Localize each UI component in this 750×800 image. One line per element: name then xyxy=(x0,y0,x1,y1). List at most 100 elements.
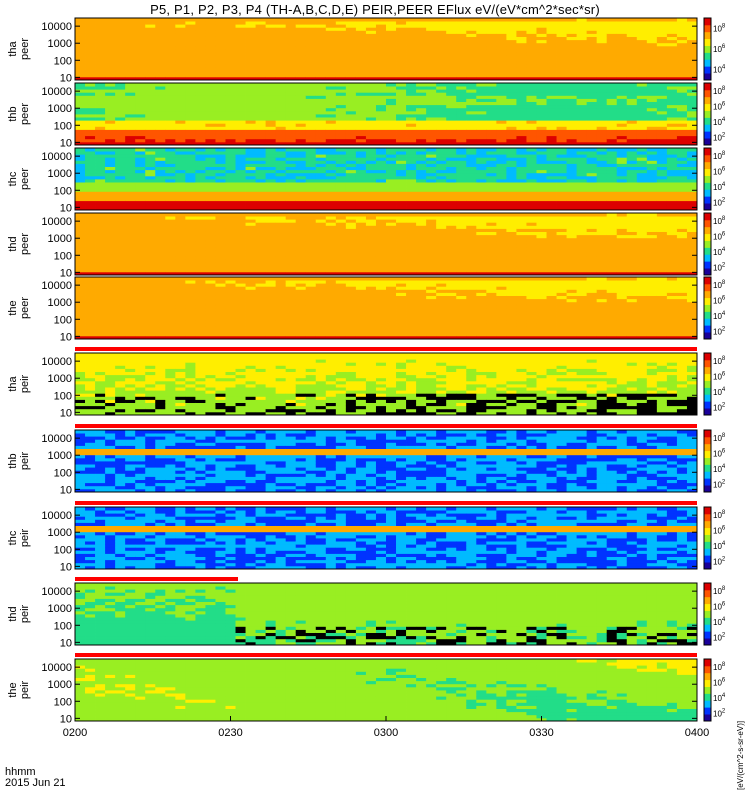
heatmap-cell xyxy=(576,268,588,273)
heatmap-cell xyxy=(285,160,297,164)
heatmap-cell xyxy=(105,234,116,239)
heatmap-cell xyxy=(606,114,618,118)
heatmap-cell xyxy=(185,70,196,75)
heatmap-cell xyxy=(95,268,106,273)
heatmap-cell xyxy=(95,240,106,245)
heatmap-cell xyxy=(365,148,377,152)
heatmap-cell xyxy=(656,98,668,102)
heatmap-cell xyxy=(476,237,487,242)
heatmap-cell xyxy=(135,148,146,152)
heatmap-cell xyxy=(225,126,236,130)
heatmap-cell xyxy=(115,200,126,205)
colorbar-segment xyxy=(704,110,711,118)
heatmap-cell xyxy=(426,45,437,50)
heatmap-cell xyxy=(195,216,206,220)
heatmap-cell xyxy=(275,27,287,31)
heatmap-cell xyxy=(406,18,417,22)
heatmap-cell xyxy=(355,89,367,93)
heatmap-cell xyxy=(656,70,668,75)
heatmap-cell xyxy=(355,70,367,75)
heatmap-cell xyxy=(375,163,387,167)
heatmap-cell xyxy=(636,18,648,22)
heatmap-cell xyxy=(446,250,457,254)
heatmap-cell xyxy=(496,55,507,59)
heatmap-cell xyxy=(656,268,668,273)
heatmap-cell xyxy=(686,132,698,137)
heatmap-cell xyxy=(325,200,337,205)
heatmap-cell xyxy=(335,95,347,99)
heatmap-cell xyxy=(526,36,537,41)
heatmap-cell xyxy=(586,172,598,177)
heatmap-cell xyxy=(235,225,246,229)
heatmap-cell xyxy=(446,67,457,72)
heatmap-cell xyxy=(355,250,367,254)
heatmap-cell xyxy=(135,107,146,112)
heatmap-cell xyxy=(416,117,427,121)
heatmap-cell xyxy=(606,175,618,180)
heatmap-cell xyxy=(225,157,236,161)
heatmap-cell xyxy=(626,141,638,146)
heatmap-cell xyxy=(656,123,668,127)
heatmap-cell xyxy=(325,95,337,99)
heatmap-cell xyxy=(75,175,86,180)
heatmap-cell xyxy=(315,104,327,109)
heatmap-cell xyxy=(486,250,497,254)
heatmap-cell xyxy=(676,185,688,189)
heatmap-cell xyxy=(325,219,337,223)
heatmap-cell xyxy=(496,197,507,202)
heatmap-cell xyxy=(205,86,216,90)
heatmap-cell xyxy=(185,179,196,183)
heatmap-cell xyxy=(115,247,126,251)
heatmap-cell xyxy=(576,21,588,25)
heatmap-cell xyxy=(295,129,307,133)
heatmap-cell xyxy=(335,117,347,121)
heatmap-cell xyxy=(175,175,186,180)
heatmap-cell xyxy=(115,61,126,65)
heatmap-cell xyxy=(75,172,86,177)
heatmap-cell xyxy=(626,39,638,44)
heatmap-cell xyxy=(215,206,226,211)
heatmap-cell xyxy=(626,120,638,124)
heatmap-cell xyxy=(436,27,447,31)
heatmap-cell xyxy=(656,169,668,174)
heatmap-cell xyxy=(205,92,216,96)
colorbar-segment xyxy=(704,45,711,53)
heatmap-cell xyxy=(245,95,256,99)
heatmap-cell xyxy=(596,185,608,189)
heatmap-cell xyxy=(205,240,216,245)
heatmap-cell xyxy=(476,83,487,87)
y-tick-label: 1000 xyxy=(48,103,72,115)
heatmap-cell xyxy=(275,24,287,28)
heatmap-cell xyxy=(375,154,387,158)
heatmap-cell xyxy=(325,225,337,229)
heatmap-cell xyxy=(546,52,557,56)
heatmap-cell xyxy=(305,18,317,22)
heatmap-cell xyxy=(596,203,608,208)
heatmap-cell xyxy=(365,52,377,56)
panel-frame xyxy=(74,82,698,146)
heatmap-cell xyxy=(315,138,327,143)
heatmap-cell xyxy=(426,169,437,174)
heatmap-cell xyxy=(125,114,136,118)
heatmap-cell xyxy=(536,200,547,205)
heatmap-cell xyxy=(406,191,417,195)
heatmap-cell xyxy=(145,197,156,202)
heatmap-cell xyxy=(676,24,688,28)
heatmap-cell xyxy=(516,262,527,267)
heatmap-cell xyxy=(546,169,557,174)
heatmap-cell xyxy=(165,219,176,223)
heatmap-cell xyxy=(406,61,417,65)
heatmap-cell xyxy=(556,141,567,146)
heatmap-cell xyxy=(235,244,246,248)
heatmap-cell xyxy=(375,73,387,78)
heatmap-cell xyxy=(155,175,166,180)
heatmap-cell xyxy=(576,188,588,192)
heatmap-cell xyxy=(476,76,487,81)
heatmap-cell xyxy=(375,18,387,22)
heatmap-cell xyxy=(175,265,186,270)
heatmap-cell xyxy=(135,95,146,99)
heatmap-cell xyxy=(646,55,658,59)
heatmap-cell xyxy=(646,61,658,65)
heatmap-cell xyxy=(95,36,106,41)
